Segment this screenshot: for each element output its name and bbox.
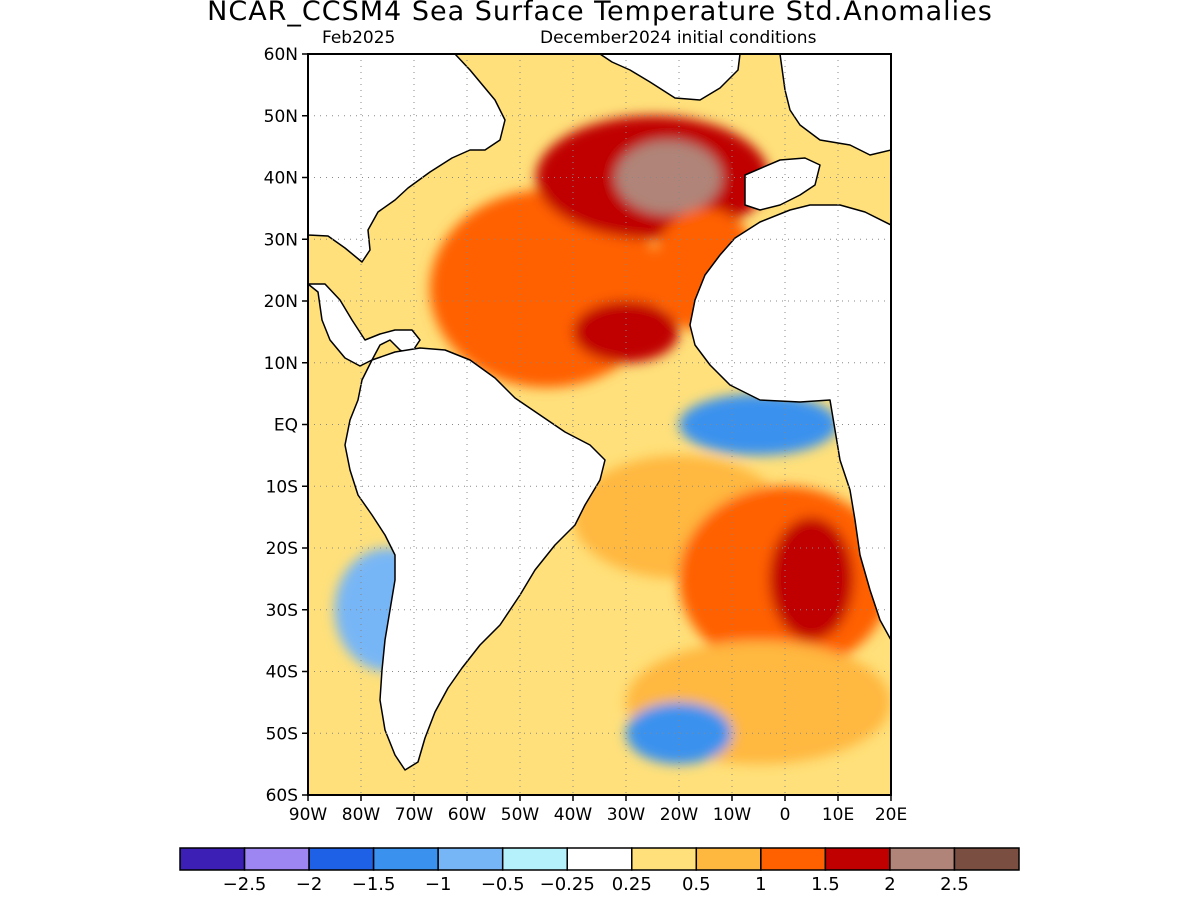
lat-tick-label: 30N — [264, 230, 298, 250]
colorbar-swatch — [695, 847, 762, 871]
colorbar-swatch — [179, 847, 246, 871]
lat-tick-label: 10N — [264, 354, 298, 374]
colorbar-swatch — [437, 847, 504, 871]
lon-tick-label: 80W — [342, 805, 381, 825]
colorbar-label: −0.25 — [540, 874, 595, 895]
colorbar: −2.5 −2 −1.5 −1 −0.5 −0.25 0.25 0.5 1 1.5 2 2.5 — [179, 847, 1020, 895]
colorbar-label: −2.5 — [223, 874, 267, 895]
colorbar-label: −0.5 — [481, 874, 525, 895]
colorbar-swatch — [760, 847, 827, 871]
lat-tick-label: 50N — [264, 107, 298, 127]
colorbar-label: 0.5 — [682, 874, 711, 895]
anomaly-region-11 — [626, 702, 732, 765]
land-layer — [308, 54, 891, 771]
lat-tick-label: 40N — [264, 169, 298, 189]
lat-tick-label: 40S — [266, 663, 298, 683]
initial-conditions: December2024 initial conditions — [540, 28, 817, 48]
colorbar-label: 0.25 — [612, 874, 652, 895]
colorbar-label: 1 — [755, 874, 766, 895]
colorbar-swatch — [824, 847, 891, 871]
colorbar-label: 2 — [884, 874, 895, 895]
sst-anomaly-field — [308, 54, 891, 795]
lon-tick-label: 0 — [780, 805, 791, 825]
lat-tick-label: 60N — [264, 45, 298, 65]
lat-tick-label: 20N — [264, 292, 298, 312]
north-america-land — [308, 54, 506, 263]
longitude-ticks: 90W 80W 70W 60W 50W 40W 30W 20W 10W 0 10E 20E — [289, 795, 907, 825]
lat-tick-label: 30S — [266, 601, 298, 621]
lat-tick-label: 50S — [266, 724, 298, 744]
colorbar-label: 2.5 — [940, 874, 969, 895]
europe-land — [779, 54, 891, 156]
colorbar-swatch — [243, 847, 310, 871]
greenland-land — [599, 54, 741, 101]
lat-tick-label: 10S — [266, 477, 298, 497]
colorbar-swatch — [566, 847, 633, 871]
lat-tick-label: 20S — [266, 539, 298, 559]
colorbar-label: 1.5 — [811, 874, 840, 895]
lon-tick-label: 20E — [875, 805, 907, 825]
lon-tick-label: 40W — [554, 805, 593, 825]
colorbar-swatch — [501, 847, 568, 871]
lon-tick-label: 50W — [501, 805, 540, 825]
colorbar-swatch — [631, 847, 698, 871]
colorbar-label: −1.5 — [352, 874, 396, 895]
colorbar-swatch — [372, 847, 439, 871]
lon-tick-label: 90W — [289, 805, 328, 825]
lat-tick-label: 60S — [266, 786, 298, 806]
colorbar-swatch — [953, 847, 1020, 871]
map-title: NCAR_CCSM4 Sea Surface Temperature Std.A… — [207, 0, 993, 27]
lon-tick-label: 20W — [660, 805, 699, 825]
lon-tick-label: 10W — [713, 805, 752, 825]
south-america-land — [344, 347, 606, 771]
lon-tick-label: 30W — [607, 805, 646, 825]
anomaly-region-9 — [769, 517, 854, 641]
iberia-land — [744, 157, 821, 211]
valid-month: Feb2025 — [322, 28, 396, 48]
colorbar-label: −1 — [425, 874, 452, 895]
colorbar-swatch — [308, 847, 375, 871]
lon-tick-label: 10E — [822, 805, 854, 825]
lat-tick-label: EQ — [274, 416, 298, 436]
latitude-ticks: 60N 50N 40N 30N 20N 10N EQ 10S 20S 30S 40S 50S 60S — [264, 45, 308, 806]
lon-tick-label: 60W — [448, 805, 487, 825]
anomaly-region-4 — [573, 301, 679, 363]
africa-land — [689, 204, 891, 641]
colorbar-swatch — [889, 847, 956, 871]
colorbar-label: −2 — [296, 874, 323, 895]
lon-tick-label: 70W — [395, 805, 434, 825]
